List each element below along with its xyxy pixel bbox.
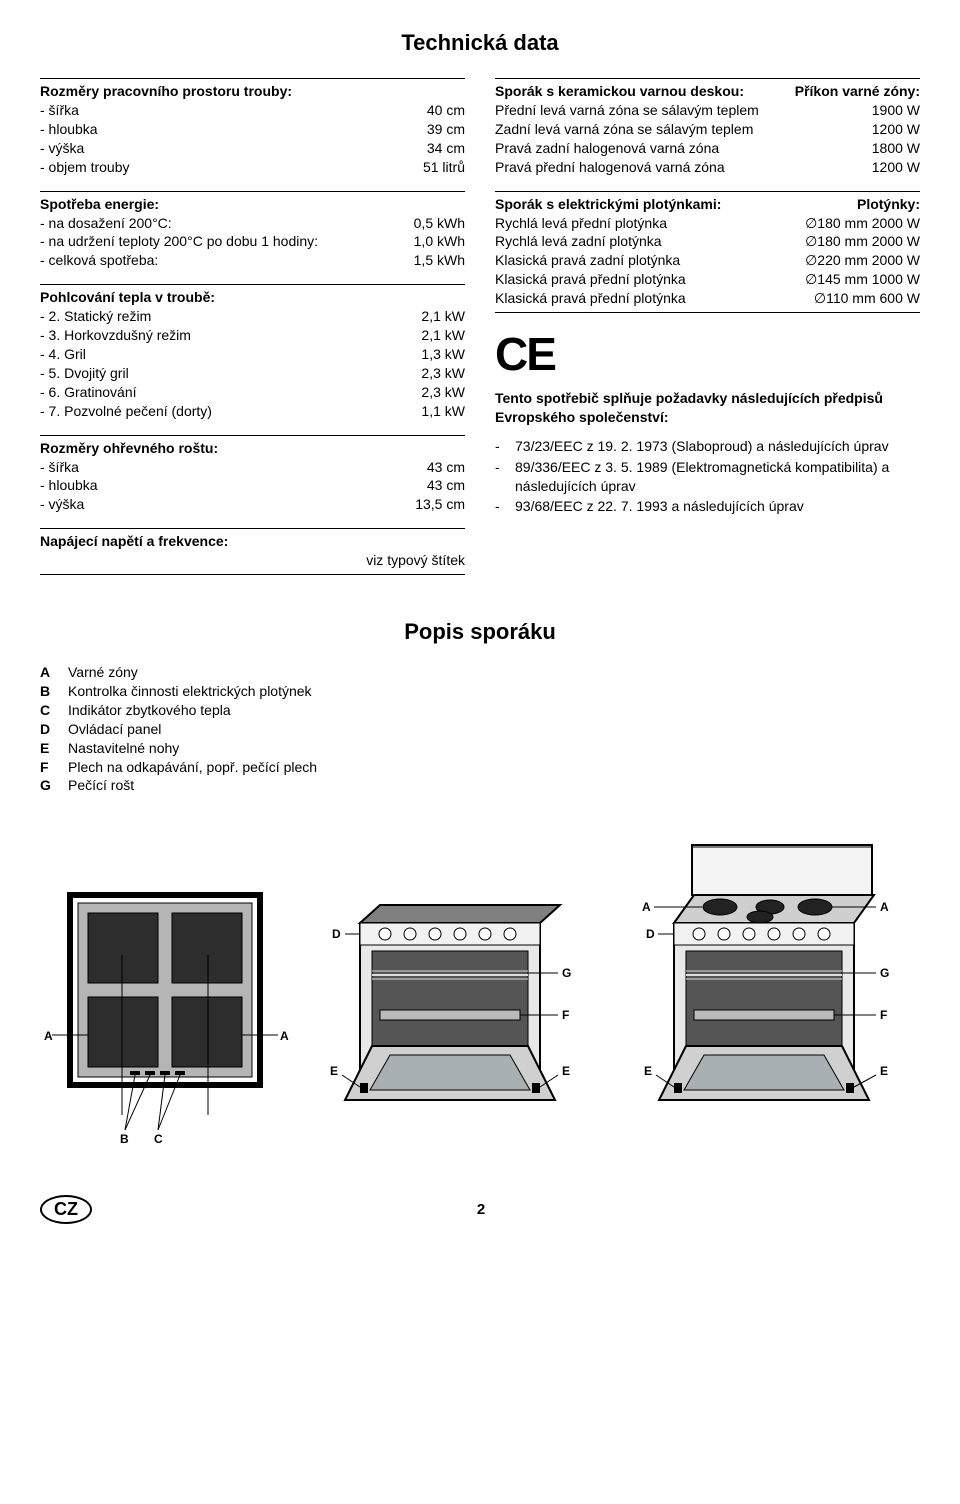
page-number: 2 (477, 1201, 485, 1218)
section-header-right: Plotýnky: (857, 196, 920, 212)
spec-row: - 2. Statický režim2,1 kW (40, 307, 465, 326)
section-header-left: Sporák s elektrickými plotýnkami: (495, 196, 721, 212)
section-heat: Pohlcování tepla v troubě: - 2. Statický… (40, 284, 465, 420)
spec-row: - šířka43 cm (40, 458, 465, 477)
left-column: Rozměry pracovního prostoru trouby: - ší… (40, 78, 465, 589)
spec-row: - výška13,5 cm (40, 495, 465, 514)
spec-row: - na dosažení 200°C:0,5 kWh (40, 214, 465, 233)
spec-row: - hloubka39 cm (40, 120, 465, 139)
section-header: Napájecí napětí a frekvence: (40, 533, 228, 549)
diagram-row: A A B C (40, 835, 920, 1145)
diagram-cooktop-top: A A B C (40, 885, 290, 1145)
diagram-oven-ceramic: D G F E E (300, 865, 600, 1145)
section-electric: Sporák s elektrickými plotýnkami: Plotýn… (495, 191, 920, 313)
footer: CZ 2 (40, 1195, 920, 1224)
spec-row: Rychlá levá přední plotýnka∅180 mm 2000 … (495, 214, 920, 233)
legend-item: ENastavitelné nohy (40, 739, 920, 758)
svg-text:D: D (646, 927, 655, 941)
section-dimensions: Rozměry pracovního prostoru trouby: - ší… (40, 78, 465, 177)
diagram-oven-plates: A A D G F E E (610, 835, 920, 1145)
spec-row: Klasická pravá zadní plotýnka∅220 mm 200… (495, 251, 920, 270)
svg-text:C: C (154, 1132, 163, 1145)
spec-row: Přední levá varná zóna se sálavým teplem… (495, 101, 920, 120)
legend-item: BKontrolka činnosti elektrických plotýne… (40, 682, 920, 701)
spec-row: - 7. Pozvolné pečení (dorty)1,1 kW (40, 402, 465, 421)
spec-row: Pravá přední halogenová varná zóna1200 W (495, 158, 920, 177)
svg-text:A: A (280, 1029, 289, 1043)
section-header-right: Příkon varné zóny: (795, 83, 920, 99)
section-header: Spotřeba energie: (40, 196, 159, 212)
description-title: Popis sporáku (40, 619, 920, 645)
spec-row: - na udržení teploty 200°C po dobu 1 hod… (40, 232, 465, 251)
svg-text:G: G (880, 966, 889, 980)
svg-text:E: E (880, 1064, 888, 1078)
section-voltage: Napájecí napětí a frekvence: viz typový … (40, 528, 465, 575)
spec-row: Klasická pravá přední plotýnka∅145 mm 10… (495, 270, 920, 289)
cz-badge: CZ (40, 1195, 92, 1224)
legend-item: AVarné zóny (40, 663, 920, 682)
svg-text:G: G (562, 966, 571, 980)
section-grill-dim: Rozměry ohřevného roštu: - šířka43 cm- h… (40, 435, 465, 515)
spec-row: Klasická pravá přední plotýnka∅110 mm 60… (495, 289, 920, 308)
voltage-value: viz typový štítek (366, 551, 465, 570)
svg-text:E: E (644, 1064, 652, 1078)
directive-list: 73/23/EEC z 19. 2. 1973 (Slaboproud) a n… (495, 437, 920, 517)
svg-text:F: F (880, 1008, 887, 1022)
section-header: Rozměry ohřevného roštu: (40, 440, 218, 456)
ce-mark: CE (495, 327, 920, 381)
legend-item: CIndikátor zbytkového tepla (40, 701, 920, 720)
spec-columns: Rozměry pracovního prostoru trouby: - ší… (40, 78, 920, 589)
spec-row: - 6. Gratinování2,3 kW (40, 383, 465, 402)
directive-item: 73/23/EEC z 19. 2. 1973 (Slaboproud) a n… (495, 437, 920, 456)
directive-item: 93/68/EEC z 22. 7. 1993 a následujících … (495, 497, 920, 516)
svg-text:D: D (332, 927, 341, 941)
section-header: Rozměry pracovního prostoru trouby: (40, 83, 292, 99)
spec-row: - 5. Dvojitý gril2,3 kW (40, 364, 465, 383)
section-ceramic: Sporák s keramickou varnou deskou: Příko… (495, 78, 920, 177)
svg-text:A: A (880, 900, 889, 914)
svg-text:E: E (330, 1064, 338, 1078)
legend-item: GPečící rošt (40, 776, 920, 795)
section-header: Pohlcování tepla v troubě: (40, 289, 215, 305)
section-energy: Spotřeba energie: - na dosažení 200°C:0,… (40, 191, 465, 271)
right-column: Sporák s keramickou varnou deskou: Příko… (495, 78, 920, 589)
spec-row: Rychlá levá zadní plotýnka∅180 mm 2000 W (495, 232, 920, 251)
spec-row: - celková spotřeba:1,5 kWh (40, 251, 465, 270)
spec-row: - 3. Horkovzdušný režim2,1 kW (40, 326, 465, 345)
legend-item: DOvládací panel (40, 720, 920, 739)
page-title: Technická data (40, 30, 920, 56)
spec-row: Pravá zadní halogenová varná zóna1800 W (495, 139, 920, 158)
spec-row: Zadní levá varná zóna se sálavým teplem1… (495, 120, 920, 139)
legend-item: FPlech na odkapávání, popř. pečící plech (40, 758, 920, 777)
svg-text:A: A (642, 900, 651, 914)
spec-row: - objem trouby51 litrů (40, 158, 465, 177)
svg-text:F: F (562, 1008, 569, 1022)
svg-text:E: E (562, 1064, 570, 1078)
compliance-intro: Tento spotřebič splňuje požadavky násled… (495, 390, 883, 425)
spec-row: - šířka40 cm (40, 101, 465, 120)
svg-text:A: A (44, 1029, 53, 1043)
section-header-left: Sporák s keramickou varnou deskou: (495, 83, 744, 99)
spec-row: - 4. Gril1,3 kW (40, 345, 465, 364)
directive-item: 89/336/EEC z 3. 5. 1989 (Elektromagnetic… (495, 458, 920, 496)
spec-row: - hloubka43 cm (40, 476, 465, 495)
svg-text:B: B (120, 1132, 129, 1145)
legend: AVarné zónyBKontrolka činnosti elektrick… (40, 663, 920, 795)
spec-row: - výška34 cm (40, 139, 465, 158)
